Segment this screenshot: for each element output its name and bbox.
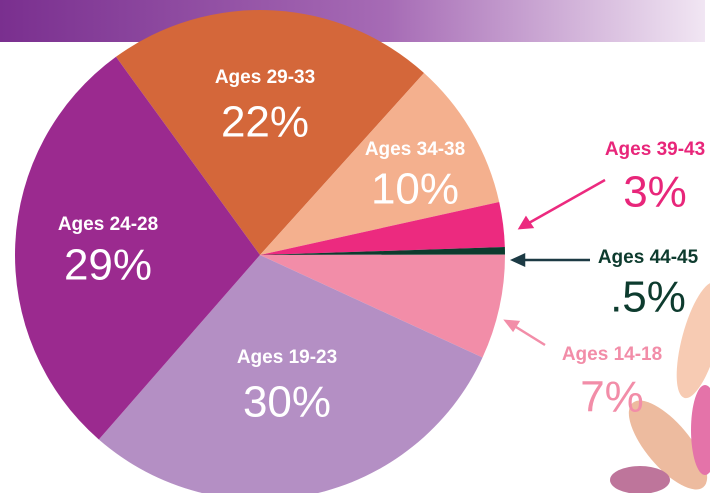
value-label: .5%	[610, 273, 686, 322]
slice-name: Ages 14-18	[562, 344, 662, 365]
chart: Ages 29-33 22% Ages 34-38 10% Ages 39-43 3% Ag…	[0, 0, 710, 493]
arrows	[506, 180, 605, 345]
slice-name: Ages 39-43	[605, 139, 705, 160]
value-label: 22%	[221, 98, 309, 147]
slice-name: Ages 34-38	[365, 139, 465, 160]
slice-name: Ages 19-23	[237, 347, 337, 368]
value-label: 30%	[243, 378, 331, 427]
value-label: 7%	[580, 373, 644, 422]
slice-name: Ages 29-33	[215, 67, 315, 88]
slice-name: Ages 24-28	[58, 214, 158, 235]
value-label: 10%	[371, 165, 459, 214]
slice-name: Ages 44-45	[598, 247, 699, 268]
value-label: 3%	[623, 168, 687, 217]
value-label: 29%	[64, 241, 152, 290]
